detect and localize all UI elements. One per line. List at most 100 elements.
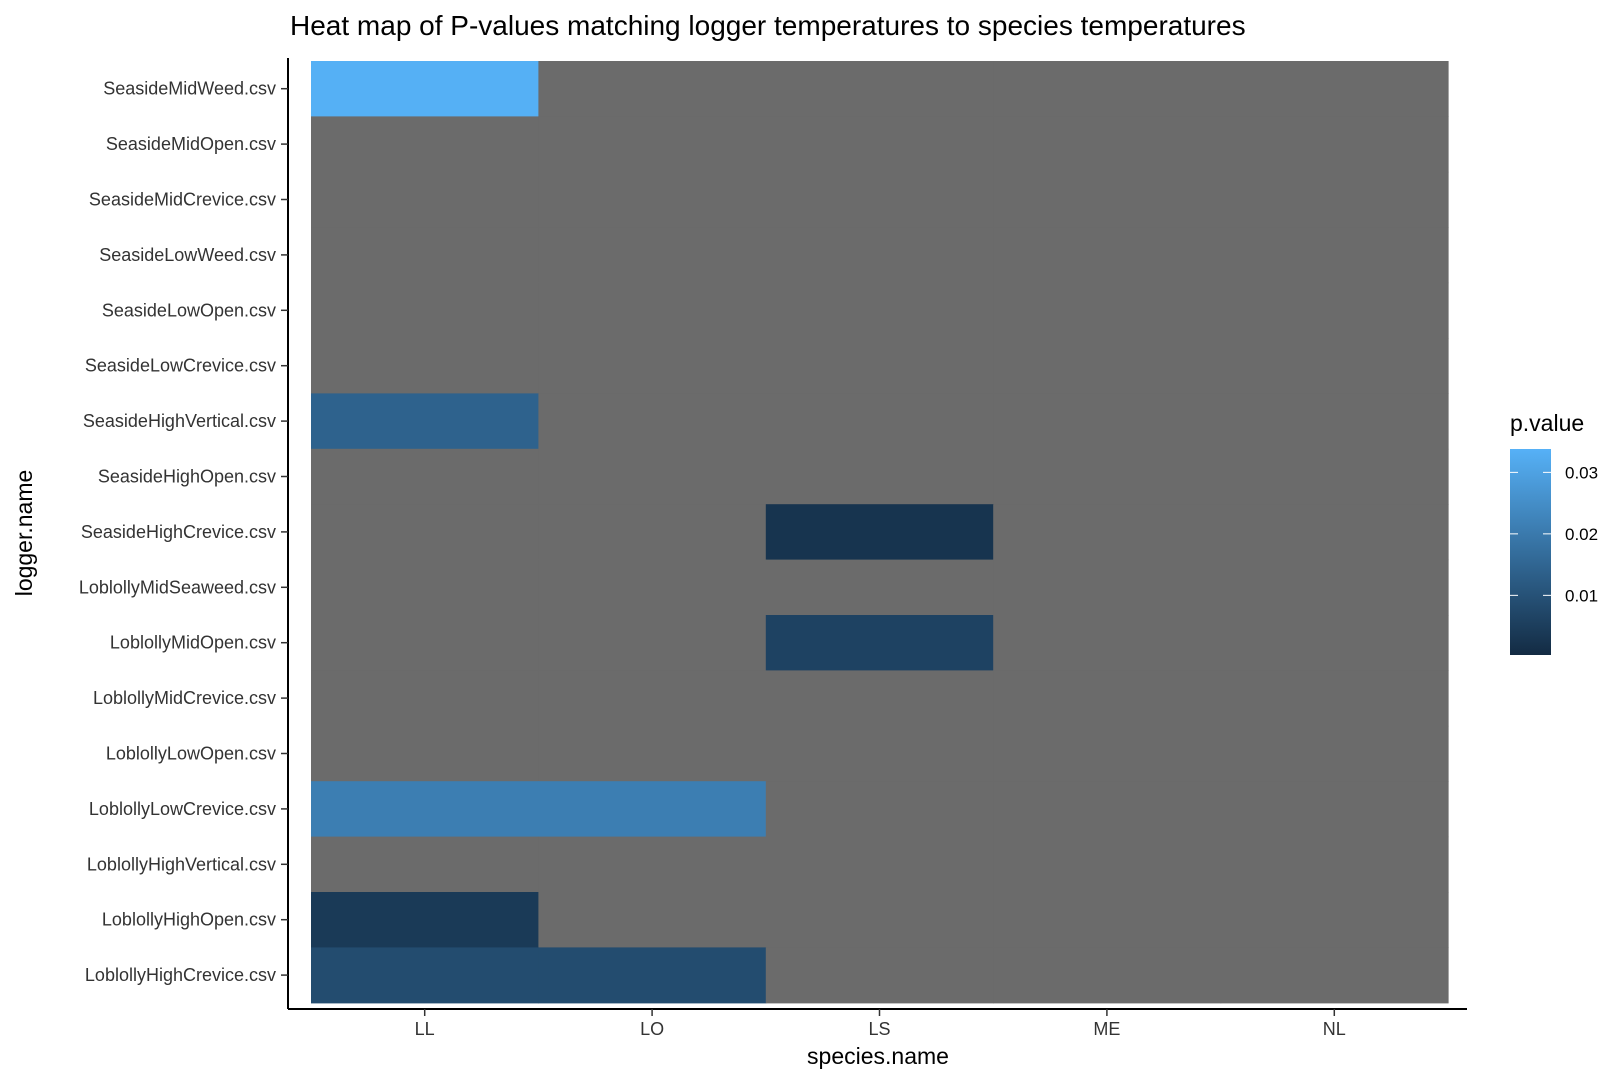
heatmap-cell-SeasideLowWeed.csv-ME (993, 227, 1222, 284)
y-tick-label: SeasideLowWeed.csv (99, 245, 276, 265)
chart-title: Heat map of P-values matching logger tem… (290, 10, 1246, 41)
heatmap-cell-LoblollyHighVertical.csv-LL (311, 836, 539, 893)
heatmap-cell-SeasideMidWeed.csv-LO (538, 61, 767, 117)
heatmap-cell-SeasideLowWeed.csv-LO (538, 227, 767, 284)
legend-tick-label: 0.02 (1565, 525, 1598, 544)
x-tick-label: LL (415, 1019, 435, 1039)
heatmap-cell-SeasideMidCrevice.csv-LS (765, 171, 994, 228)
y-tick-label: LoblollyLowCrevice.csv (89, 799, 276, 819)
heatmap-cell-LoblollyMidSeaweed.csv-NL (1220, 559, 1449, 616)
heatmap-cell-LoblollyHighOpen.csv-LO (538, 892, 767, 948)
heatmap-cell-LoblollyLowCrevice.csv-LO (538, 781, 767, 838)
heatmap-cell-LoblollyMidCrevice.csv-LL (311, 670, 539, 727)
y-tick-label: SeasideMidCrevice.csv (89, 190, 276, 210)
heatmap-cell-LoblollyHighCrevice.csv-ME (993, 947, 1222, 1004)
heatmap-cell-SeasideMidCrevice.csv-LL (311, 171, 539, 228)
heatmap-cell-SeasideHighCrevice.csv-LL (311, 504, 539, 561)
heatmap-cell-SeasideMidWeed.csv-LL (311, 61, 539, 117)
legend: p.value 0.01 0.02 0.03 (1510, 410, 1598, 655)
heatmap-cell-SeasideHighCrevice.csv-ME (993, 504, 1222, 561)
heatmap-cell-SeasideMidCrevice.csv-ME (993, 171, 1222, 228)
legend-title: p.value (1510, 410, 1584, 436)
heatmap-cell-LoblollyHighOpen.csv-NL (1220, 892, 1449, 948)
heatmap-cell-SeasideHighCrevice.csv-LO (538, 504, 767, 561)
x-axis-ticks: LL LO LS ME NL (415, 1009, 1346, 1039)
heatmap-cell-SeasideHighVertical.csv-LS (765, 393, 994, 450)
heatmap-cell-SeasideLowOpen.csv-NL (1220, 282, 1449, 339)
heatmap-cell-LoblollyMidOpen.csv-NL (1220, 615, 1449, 671)
heatmap-cell-SeasideHighCrevice.csv-NL (1220, 504, 1449, 561)
y-tick-label: LoblollyMidCrevice.csv (93, 688, 276, 708)
heatmap-cell-SeasideHighVertical.csv-LL (311, 393, 539, 450)
heatmap-cell-LoblollyMidOpen.csv-LO (538, 615, 767, 671)
heatmap-cell-SeasideMidWeed.csv-ME (993, 61, 1222, 117)
heatmap-cell-LoblollyLowCrevice.csv-LL (311, 781, 539, 838)
y-tick-label: LoblollyHighOpen.csv (102, 910, 276, 930)
y-tick-label: SeasideLowOpen.csv (102, 300, 276, 320)
heatmap-cell-LoblollyLowCrevice.csv-LS (765, 781, 994, 838)
heatmap-cell-LoblollyMidOpen.csv-LS (765, 615, 994, 671)
heatmap-cell-LoblollyLowOpen.csv-LL (311, 725, 539, 782)
heatmap-cell-LoblollyHighCrevice.csv-LS (765, 947, 994, 1004)
heatmap-cell-SeasideMidOpen.csv-LO (538, 116, 767, 173)
heatmap-cell-SeasideMidOpen.csv-ME (993, 116, 1222, 173)
heatmap-cell-LoblollyHighCrevice.csv-LL (311, 947, 539, 1004)
heatmap-cell-SeasideLowCrevice.csv-LL (311, 338, 539, 394)
heatmap-cells (311, 61, 1449, 1004)
heatmap-cell-LoblollyHighCrevice.csv-LO (538, 947, 767, 1004)
y-tick-label: LoblollyLowOpen.csv (106, 744, 276, 764)
heatmap-cell-SeasideLowOpen.csv-LO (538, 282, 767, 339)
y-tick-label: SeasideHighVertical.csv (83, 411, 276, 431)
heatmap-cell-LoblollyLowOpen.csv-ME (993, 725, 1222, 782)
heatmap-cell-SeasideHighCrevice.csv-LS (765, 504, 994, 561)
heatmap-cell-LoblollyLowOpen.csv-LS (765, 725, 994, 782)
heatmap-cell-SeasideLowCrevice.csv-LS (765, 338, 994, 394)
heatmap-cell-LoblollyMidCrevice.csv-ME (993, 670, 1222, 727)
heatmap-cell-SeasideHighVertical.csv-LO (538, 393, 767, 450)
legend-colorbar (1510, 449, 1551, 655)
heatmap-cell-LoblollyHighOpen.csv-ME (993, 892, 1222, 948)
heatmap-cell-SeasideHighOpen.csv-LS (765, 448, 994, 505)
x-tick-label: NL (1323, 1019, 1346, 1039)
y-tick-label: LoblollyHighCrevice.csv (85, 965, 276, 985)
y-axis-title: logger.name (11, 470, 37, 597)
heatmap-cell-SeasideHighOpen.csv-ME (993, 448, 1222, 505)
y-tick-label: SeasideLowCrevice.csv (85, 356, 276, 376)
heatmap-cell-SeasideHighOpen.csv-LL (311, 448, 539, 505)
heatmap-cell-SeasideLowCrevice.csv-ME (993, 338, 1222, 394)
heatmap-cell-SeasideLowOpen.csv-LL (311, 282, 539, 339)
heatmap-cell-LoblollyMidOpen.csv-LL (311, 615, 539, 671)
heatmap-cell-SeasideMidWeed.csv-NL (1220, 61, 1449, 117)
legend-tick-label: 0.01 (1565, 586, 1598, 605)
y-axis-ticks: SeasideMidWeed.csv SeasideMidOpen.csv Seas… (79, 79, 288, 985)
legend-tick-label: 0.03 (1565, 463, 1598, 482)
heatmap-cell-LoblollyHighOpen.csv-LS (765, 892, 994, 948)
y-tick-label: LoblollyHighVertical.csv (87, 854, 276, 874)
heatmap-cell-LoblollyMidSeaweed.csv-LO (538, 559, 767, 616)
heatmap-cell-LoblollyHighCrevice.csv-NL (1220, 947, 1449, 1004)
heatmap-cell-LoblollyHighOpen.csv-LL (311, 892, 539, 948)
y-tick-label: SeasideHighCrevice.csv (81, 522, 276, 542)
heatmap-cell-LoblollyLowOpen.csv-LO (538, 725, 767, 782)
y-tick-label: LoblollyMidSeaweed.csv (79, 577, 276, 597)
heatmap-cell-LoblollyHighVertical.csv-NL (1220, 836, 1449, 893)
heatmap-cell-SeasideHighVertical.csv-ME (993, 393, 1222, 450)
x-tick-label: LS (868, 1019, 890, 1039)
heatmap-cell-LoblollyHighVertical.csv-LS (765, 836, 994, 893)
heatmap-cell-SeasideMidCrevice.csv-LO (538, 171, 767, 228)
heatmap-cell-SeasideLowWeed.csv-LS (765, 227, 994, 284)
heatmap-cell-LoblollyMidSeaweed.csv-LS (765, 559, 994, 616)
y-tick-label: SeasideHighOpen.csv (98, 467, 276, 487)
heatmap-cell-LoblollyHighVertical.csv-ME (993, 836, 1222, 893)
x-tick-label: LO (640, 1019, 664, 1039)
heatmap-cell-SeasideLowOpen.csv-LS (765, 282, 994, 339)
heatmap-cell-LoblollyHighVertical.csv-LO (538, 836, 767, 893)
heatmap-cell-LoblollyMidOpen.csv-ME (993, 615, 1222, 671)
heatmap-cell-SeasideLowOpen.csv-ME (993, 282, 1222, 339)
x-tick-label: ME (1093, 1019, 1120, 1039)
x-axis-title: species.name (807, 1043, 949, 1069)
heatmap-cell-SeasideHighOpen.csv-NL (1220, 448, 1449, 505)
heatmap-cell-SeasideLowWeed.csv-NL (1220, 227, 1449, 284)
heatmap-cell-LoblollyLowCrevice.csv-NL (1220, 781, 1449, 838)
